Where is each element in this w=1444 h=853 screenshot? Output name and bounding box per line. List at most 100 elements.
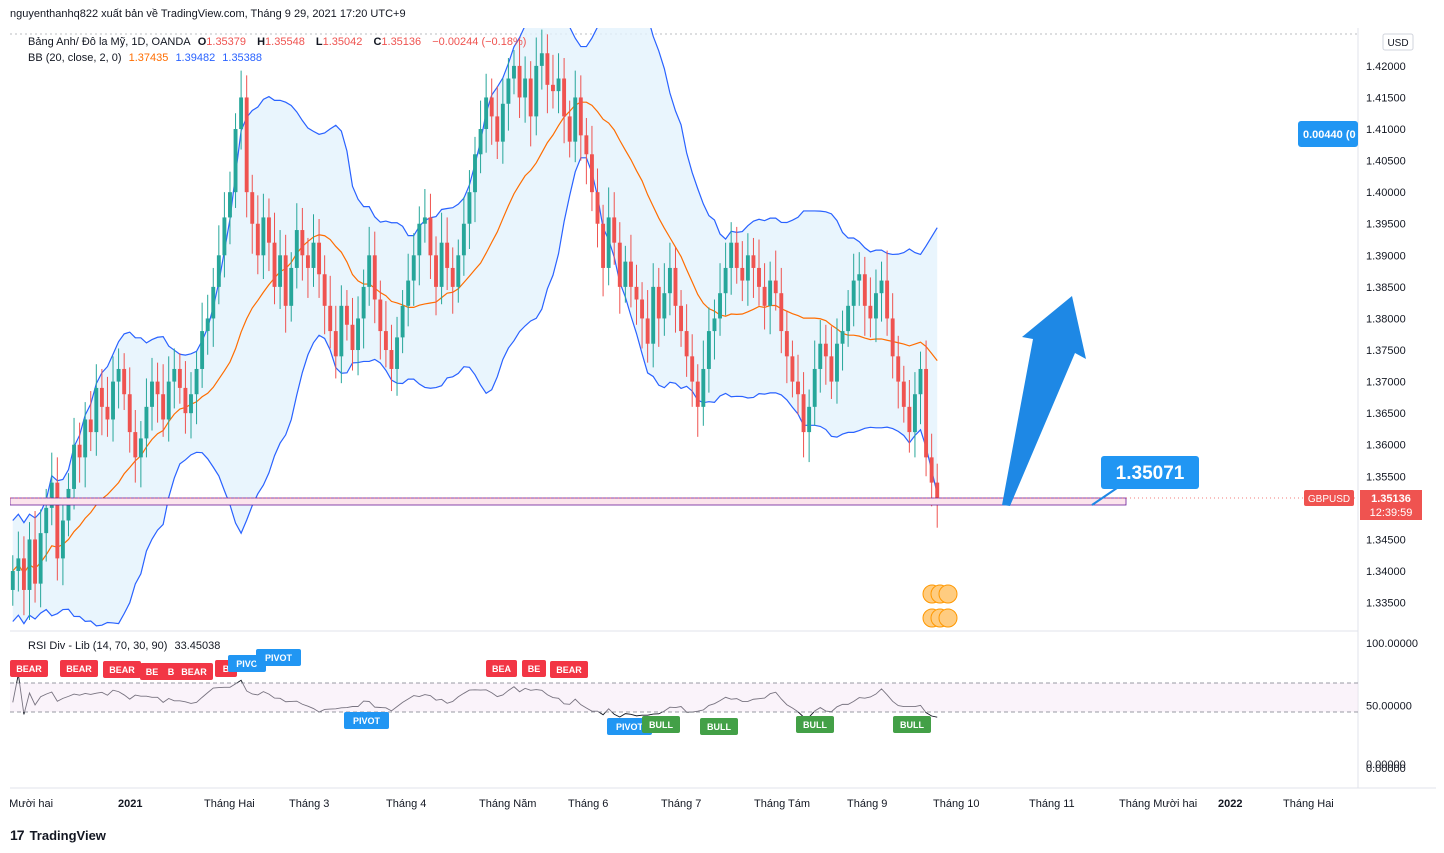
candle-body [617,242,622,287]
candle-body [567,116,572,142]
candle-body [874,293,878,319]
candle-body [840,331,845,344]
low-value: 1.35042 [322,36,363,48]
candle-body [796,381,800,395]
candle-body [60,520,65,559]
brand-name: TradingView [29,827,106,843]
candle-body [239,97,244,130]
open-label: O [197,36,207,48]
rsi-marker-text: BE [528,664,541,674]
candle-body [395,337,399,369]
time-label: Tháng 4 [386,798,426,810]
candle-body [300,230,305,256]
candle-body [879,280,884,294]
time-axis[interactable]: g Mười hai 2021 Tháng Hai Tháng 3 Tháng 4 Thá… [0,798,1334,810]
rsi-marker-text: BEAR [556,665,582,675]
candle-body [662,293,667,319]
time-label: Tháng 6 [568,798,608,810]
time-label: Tháng Năm [479,798,536,810]
candle-body [684,331,689,357]
price-tick-label: 1.37500 [1366,345,1406,357]
candle-body [161,394,166,420]
candle-body [473,154,477,193]
rsi-marker-bear: BEAR [175,663,213,680]
candle-body [924,368,929,458]
candle-body [116,368,121,382]
up-arrow-drawing[interactable] [1002,296,1086,506]
candle-body [328,305,333,332]
events-flags-icon[interactable] [922,584,958,628]
publisher-header: nguyenthanhq822 xuất bản về TradingView.… [10,8,406,20]
candle-body [723,267,728,294]
candle-body [690,356,695,382]
candle-body [901,381,906,407]
price-tick-label: 1.38500 [1366,282,1406,294]
symbol-tag-text: GBPUSD [1308,494,1350,505]
rsi-marker-bear: BEAR [550,661,588,678]
candle-body [640,299,645,319]
candle-body [701,368,706,407]
candle-body [779,293,784,332]
rsi-marker-text: PIVOT [616,722,644,732]
rsi-marker-text: BEAR [109,665,135,675]
low-label: L [315,36,323,48]
price-pane[interactable] [10,0,940,627]
candle-body [517,65,522,98]
rsi-pane[interactable] [12,674,938,718]
candle-body [929,457,934,483]
candle-body [305,255,310,268]
candle-body [762,286,767,306]
chart-frame[interactable]: 1.35071 1.42000 1.41500 1.41000 1.40500 1.40… [0,0,1436,818]
candle-body [400,305,405,338]
price-tick-label: 1.39500 [1366,219,1406,231]
price-tick-label: 1.40500 [1366,156,1406,168]
price-axis[interactable]: 1.42000 1.41500 1.41000 1.40500 1.40000 1.395… [1366,61,1406,610]
bb-basis-value: 1.37435 [128,52,169,64]
brand-footer[interactable]: 17 TradingView [10,827,106,843]
candle-body [729,242,734,268]
price-callout[interactable]: 1.35071 [1091,456,1199,506]
candle-body [372,255,377,300]
candle-body [211,286,216,319]
support-zone-rect[interactable] [9,497,1127,506]
chart-canvas[interactable]: 1.35071 1.42000 1.41500 1.41000 1.40500 1.40… [0,0,1436,818]
candle-body [612,217,617,243]
candle-body [578,97,583,136]
candle-body [261,217,266,256]
price-tick-label: 1.36500 [1366,408,1406,420]
candle-body [228,192,232,218]
price-tick-label: 1.33500 [1366,598,1406,610]
rsi-marker-bear: BEA [486,660,517,677]
candle-body [484,97,489,130]
candle-body [935,482,940,500]
rsi-marker-text: BULL [649,720,673,730]
symbol-legend[interactable]: Bảng Anh/ Đô la Mỹ, 1D, OANDA O1.35379 H… [28,36,530,48]
candle-body [656,286,661,319]
callout-pointer [1091,487,1118,506]
close-value: 1.35136 [381,36,422,48]
candle-body [634,286,639,300]
candle-body [506,78,511,104]
candle-body [339,305,344,357]
bb-legend[interactable]: BB (20, close, 2, 0) 1.37435 1.39482 1.3… [28,52,266,64]
candle-body [589,154,594,193]
candle-body [718,293,722,319]
time-label: Tháng 9 [847,798,887,810]
rsi-marker-text: PIVO [236,659,258,669]
candle-body [367,255,372,287]
time-label: Tháng 3 [289,798,329,810]
currency-box[interactable]: USD [1382,33,1414,51]
candle-body [383,331,388,351]
candle-body [322,274,327,306]
rsi-marker-bull: BULL [796,716,834,733]
candle-body [99,387,104,407]
rsi-legend[interactable]: RSI Div - Lib (14, 70, 30, 90) 33.45038 [28,640,224,652]
candle-body [896,356,901,382]
symbol-title: Bảng Anh/ Đô la Mỹ, 1D, OANDA [28,36,191,48]
rsi-tick-label: 50.00000 [1366,701,1412,713]
candle-body [150,381,154,407]
time-label: Tháng 10 [933,798,979,810]
candle-body [122,368,127,395]
price-tick-label: 1.37000 [1366,377,1406,389]
